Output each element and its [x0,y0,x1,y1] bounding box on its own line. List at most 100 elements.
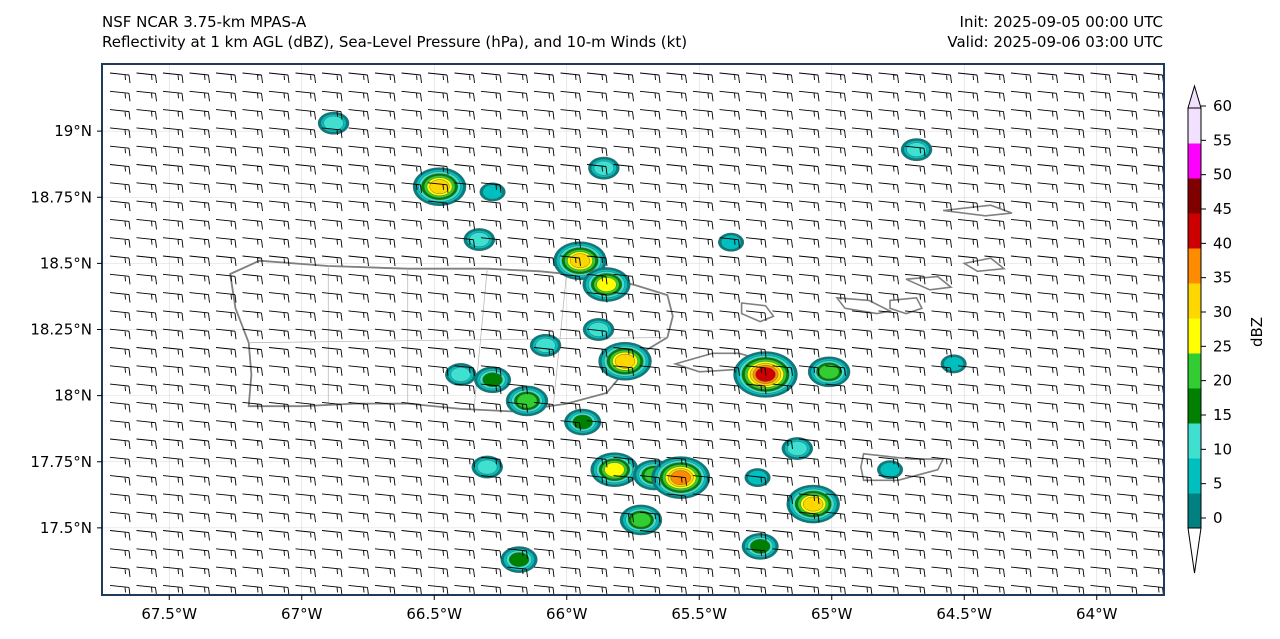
colorbar-tick-label: 15 [1213,406,1232,424]
reflectivity-contour [750,539,771,554]
colorbar-tick-label: 55 [1213,131,1232,149]
reflectivity-contour [323,115,344,131]
model-title: NSF NCAR 3.75-km MPAS-A [102,13,307,31]
reflectivity-contour [593,160,614,176]
y-tick-label: 17.5°N [40,519,92,537]
reflectivity-cell [900,138,933,162]
virgin-gorda-outline [962,257,1007,273]
reflectivity-contour [450,367,471,382]
reflectivity-cell [317,111,350,135]
x-tick-label: 65.5°W [671,605,727,623]
reflectivity-contour [482,184,503,200]
reflectivity-contour [670,470,691,485]
reflectivity-cell [412,167,467,206]
reflectivity-contour [787,441,808,456]
colorbar-label: dBZ [1248,317,1266,347]
reflectivity-contour [803,496,824,512]
colorbar-tick-label: 5 [1213,475,1223,493]
reflectivity-cell [598,341,652,381]
colorbar-tick-label: 35 [1213,269,1232,287]
reflectivity-cell [479,182,506,202]
x-tick-label: 64°W [1076,605,1118,623]
wind-barb-field [109,72,1163,594]
reflectivity-contour [818,364,840,380]
reflectivity-contour [482,372,503,388]
x-tick-label: 64.5°W [936,605,992,623]
reflectivity-cell [505,385,549,417]
reflectivity-cell [741,533,779,560]
reflectivity-contour [906,142,927,157]
x-tick-label: 66°W [546,605,588,623]
colorbar-tick-label: 45 [1213,200,1232,218]
field-description: Reflectivity at 1 km AGL (dBZ), Sea-Leve… [102,33,688,51]
colorbar-tick-label: 25 [1213,337,1232,355]
y-tick-label: 18.5°N [40,254,92,272]
valid-time: Valid: 2025-09-06 03:00 UTC [947,33,1163,51]
reflectivity-contour [429,179,450,194]
reflectivity-cell [619,504,663,536]
reflectivity-cell [474,366,512,394]
colorbar-bin [1188,248,1201,284]
st-thomas-outline [835,296,893,315]
latitude-ticks: 19°N 18.75°N 18.5°N 18.25°N 18°N 17.75°N 17.5°… [30,122,102,537]
colorbar-bin [1188,318,1201,354]
colorbar-bin [1188,493,1201,529]
colorbar-tick-label: 60 [1213,97,1232,115]
colorbar-bin [1188,388,1201,424]
reflectivity-cell [582,318,615,341]
colorbar-extend-top [1187,84,1202,109]
colorbar-bin [1188,178,1201,214]
colorbar-bin [1188,423,1201,459]
x-tick-label: 65°W [811,605,853,623]
x-tick-label: 67.5°W [141,605,197,623]
colorbar-tick-label: 0 [1213,509,1223,527]
reflectivity-contour [879,462,901,478]
reflectivity-contour [604,462,625,477]
reflectivity-cell [940,354,967,374]
reflectivity-cell [744,468,771,488]
anegada-outline [943,204,1013,217]
reflectivity-cell [651,456,711,499]
y-tick-label: 19°N [54,122,92,140]
culebra-outline [740,302,775,323]
st-croix-outline [860,452,945,482]
colorbar: 0 5 10 15 20 25 30 35 40 45 50 55 60 dBZ [1187,84,1266,574]
colorbar-tick-label: 30 [1213,303,1232,321]
colorbar-tick-label: 40 [1213,234,1232,252]
st-john-outline [889,296,924,315]
x-tick-label: 66.5°W [406,605,462,623]
reflectivity-contour [508,552,530,567]
title-block-left: NSF NCAR 3.75-km MPAS-A Reflectivity at … [102,12,687,52]
reflectivity-contour [720,234,742,250]
colorbar-frame [1187,107,1202,529]
reflectivity-cell [588,156,620,180]
wind-barbs [109,72,1163,594]
reflectivity-cell [877,460,904,480]
colorbar-tick-label: 50 [1213,166,1232,184]
init-time: Init: 2025-09-05 00:00 UTC [959,13,1163,31]
reflectivity-contour [535,338,556,353]
colorbar-bin [1188,213,1201,249]
reflectivity-contour [747,470,768,486]
colorbar-extend-bottom [1187,527,1202,574]
y-tick-label: 18.75°N [30,188,92,206]
colorbar-bin [1188,143,1201,179]
x-tick-label: 67°W [281,605,323,623]
longitude-ticks: 67.5°W 67°W 66.5°W 66°W 65.5°W 65°W 64.5°W 64°W [141,595,1118,623]
y-tick-label: 18°N [54,387,92,405]
reflectivity-cell [786,484,840,524]
colorbar-tick-label: 10 [1213,440,1232,458]
reflectivity-cell [807,356,851,388]
title-block-right: Init: 2025-09-05 00:00 UTC Valid: 2025-0… [947,12,1163,52]
reflectivity-contour [477,459,498,475]
colorbar-tick-label: 20 [1213,372,1232,390]
reflectivity-cell [445,363,477,386]
colorbar-bin [1188,283,1201,319]
colorbar-bin [1188,458,1201,494]
y-tick-label: 17.75°N [30,453,92,471]
reflectivity-cell [529,333,562,357]
reflectivity-cell [718,232,745,252]
reflectivity-contour [614,353,636,369]
y-tick-label: 18.25°N [30,321,92,339]
